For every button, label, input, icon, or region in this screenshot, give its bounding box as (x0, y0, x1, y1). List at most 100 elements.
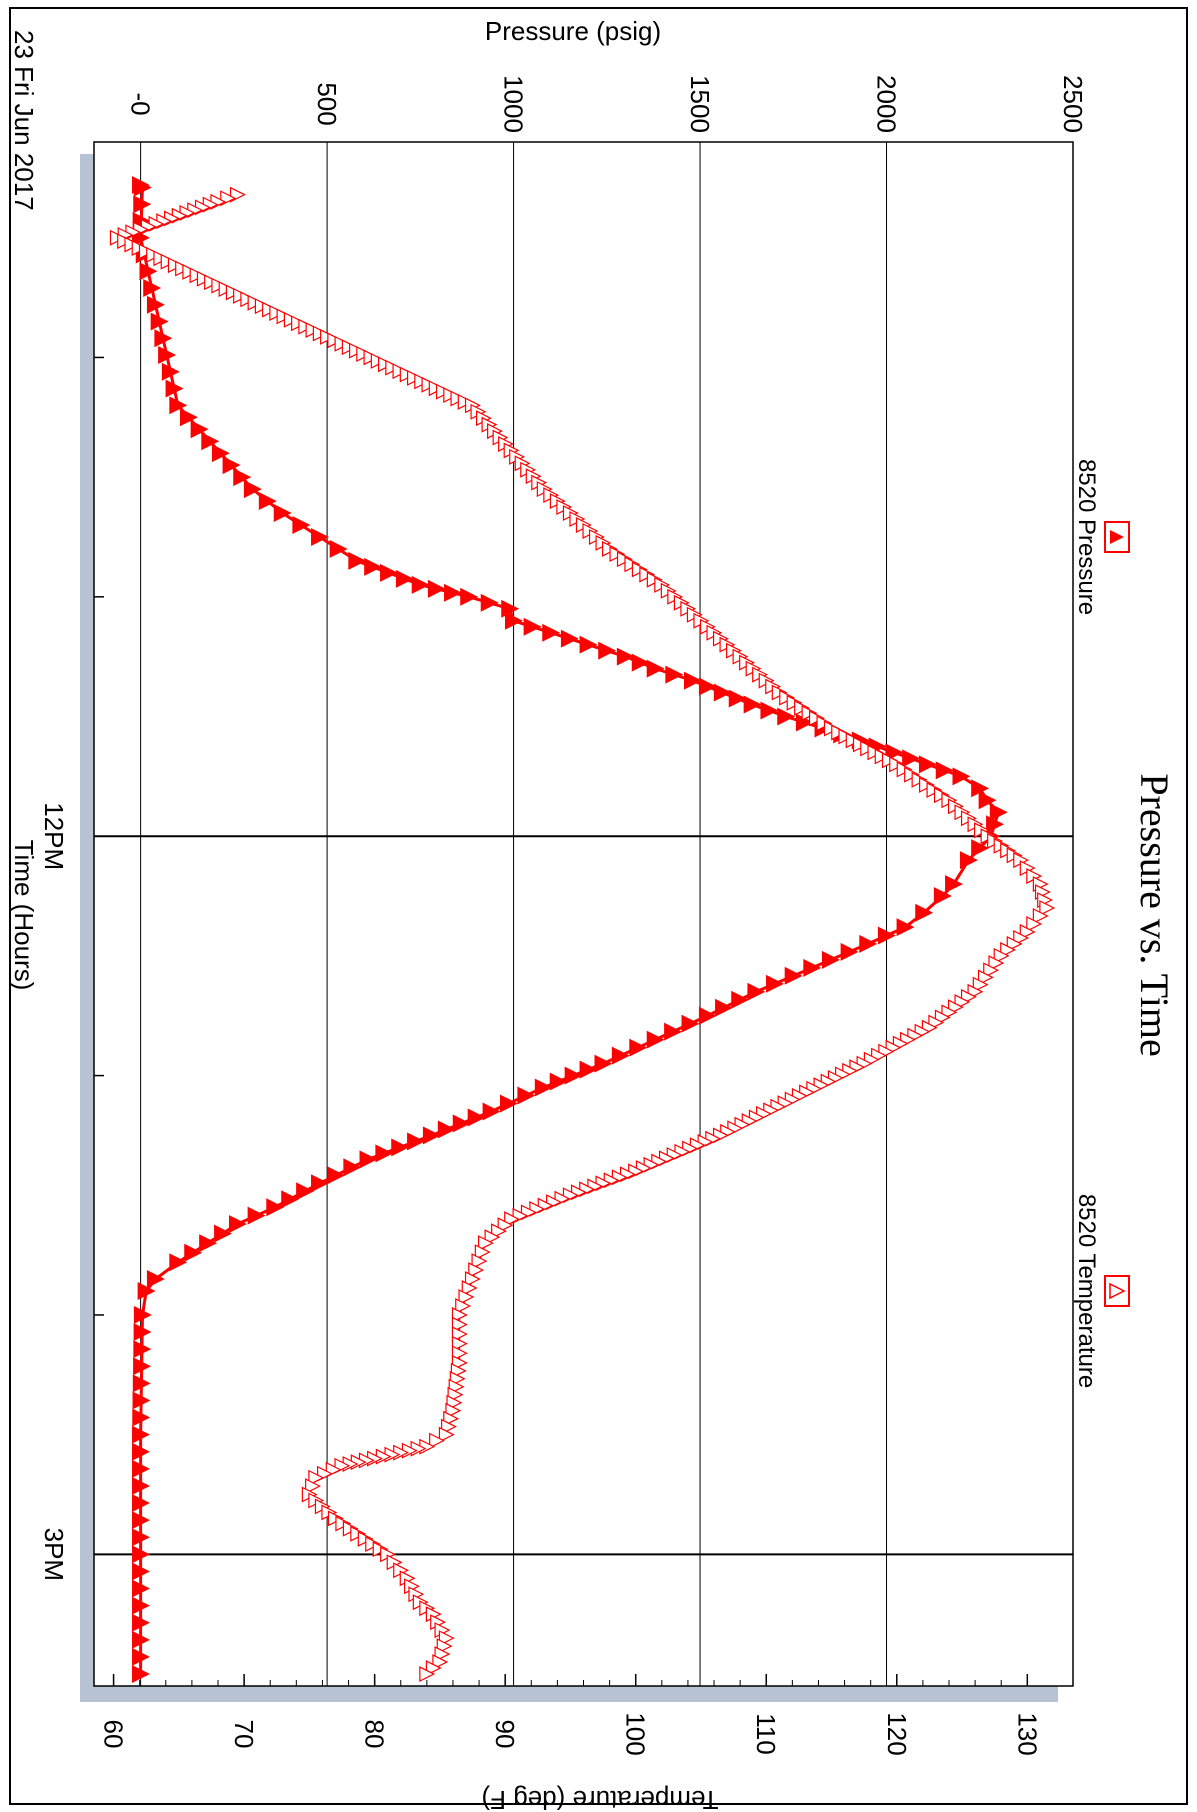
pressure-point (169, 1253, 188, 1272)
pressure-point (564, 1066, 583, 1085)
legend-pressure: 8520 Pressure (1073, 459, 1130, 615)
pressure-point (971, 839, 990, 858)
legend-temperature-label: 8520 Temperature (1073, 1194, 1100, 1388)
pressure-point (132, 1425, 150, 1444)
pressure-point (169, 396, 188, 415)
temperature-point (471, 1253, 488, 1270)
pressure-point (133, 1357, 152, 1376)
pressure-point (380, 563, 398, 582)
time-axis-title: Time (Hours) (9, 840, 39, 991)
pressure-point (311, 1174, 329, 1193)
pressure-point (523, 617, 542, 636)
pressure-point (542, 623, 561, 642)
pressure-point (482, 1102, 501, 1121)
pressure-point (132, 1511, 150, 1530)
temperature-tick-label: 70 (229, 1720, 259, 1749)
pressure-point (133, 1340, 152, 1359)
pressure-point (132, 1545, 150, 1564)
pressure-point (411, 575, 430, 594)
pressure-point (137, 1282, 156, 1300)
pressure-point (133, 1323, 152, 1342)
pressure-point (422, 1126, 441, 1145)
pressure-point (407, 1132, 426, 1151)
pressure-point (222, 456, 241, 475)
temperature-point (468, 1262, 485, 1279)
pressure-point (560, 629, 579, 648)
series-layer (109, 176, 1056, 1684)
pressure-point (945, 875, 963, 894)
pressure-tick-label: -0 (126, 92, 156, 115)
pressure-point (460, 587, 479, 606)
pressure-point (132, 1596, 150, 1615)
pressure-point (444, 583, 462, 602)
pressure-point (579, 635, 598, 654)
pressure-point (840, 942, 859, 961)
legend-pressure-label: 8520 Pressure (1073, 459, 1100, 615)
pressure-tick-label: 500 (312, 82, 342, 125)
pressure-point (375, 1144, 394, 1163)
pressure-point (199, 1234, 218, 1253)
temperature-tick-label: 110 (751, 1713, 781, 1754)
pressure-point (266, 1198, 285, 1217)
pressure-point (698, 1006, 717, 1025)
temperature-point (1026, 916, 1043, 932)
pressure-point (989, 803, 1008, 822)
pressure-point (616, 647, 635, 666)
pressure-point (784, 966, 803, 985)
pressure-point (146, 1270, 165, 1289)
temperature-tick-label: 100 (621, 1712, 651, 1755)
pressure-point (296, 1182, 315, 1201)
pressure-point (743, 695, 762, 714)
pressure-point (132, 1442, 150, 1461)
pressure-point (343, 1158, 362, 1177)
pressure-point (132, 1459, 150, 1478)
pressure-point (233, 468, 252, 487)
pressure-point (158, 346, 177, 365)
pressure-point (859, 934, 878, 953)
pressure-point (247, 1206, 266, 1225)
pressure-point (728, 689, 747, 708)
pressure-point (681, 1014, 700, 1033)
pressure-point (896, 918, 915, 937)
pressure-point (760, 701, 779, 720)
pressure-point (467, 1108, 486, 1127)
pressure-point (132, 1476, 150, 1495)
pressure-point (311, 528, 329, 546)
pressure-point (132, 1408, 151, 1427)
pressure-point (327, 1166, 346, 1185)
pressure-point (579, 1060, 598, 1079)
pressure-point (133, 1305, 152, 1324)
pressure-axis-title: Pressure (psig) (485, 16, 661, 46)
pressure-point (139, 262, 158, 281)
pressure-point (646, 659, 665, 678)
temperature-point (451, 1306, 468, 1323)
pressure-point (258, 492, 277, 511)
temperature-point (474, 1244, 491, 1261)
pressure-point (777, 707, 796, 726)
pressure-point (165, 379, 184, 398)
pressure-point (132, 1630, 150, 1649)
pressure-point (747, 982, 766, 1001)
pressure-point (395, 569, 414, 588)
pressure-point (698, 677, 717, 696)
pressure-point (480, 593, 499, 612)
pressure-point (133, 178, 152, 197)
pressure-point (877, 926, 896, 945)
pressure-point (715, 998, 734, 1017)
pressure-point (292, 516, 311, 534)
temperature-point (983, 962, 1000, 979)
pressure-tick-label: 1000 (499, 75, 529, 133)
chart-title: Pressure vs. Time (1132, 773, 1177, 1056)
temperature-point (464, 1271, 481, 1288)
temperature-point (977, 969, 994, 986)
pressure-point (132, 1613, 150, 1632)
pressure-point (146, 295, 165, 314)
pressure-point (978, 791, 997, 810)
pressure-point (803, 958, 822, 977)
pressure-point (517, 1086, 536, 1105)
pressure-point (611, 1046, 630, 1065)
pressure-point (179, 408, 198, 427)
pressure-point (228, 1215, 247, 1233)
pressure-point (437, 1120, 456, 1139)
